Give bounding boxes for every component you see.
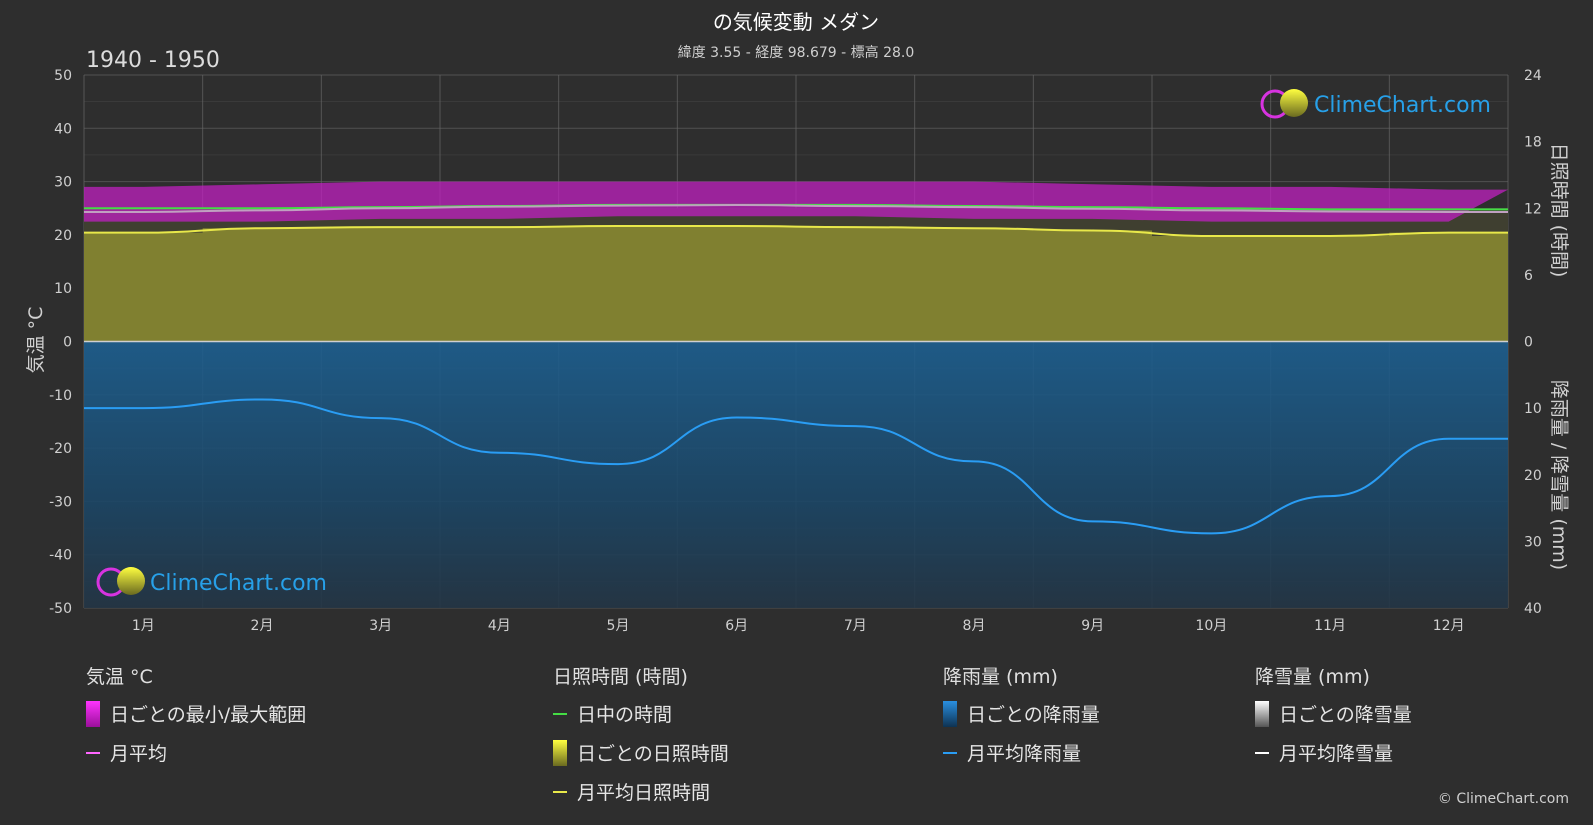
legend-rain-mean: 月平均降雨量 xyxy=(967,743,1081,765)
axis-ticks: 50 40 30 20 10 0 -10 -20 -30 -40 -50 24 18 12 6 0 10 20 30… xyxy=(49,68,1542,634)
right-sunshine-tick-label: 12 xyxy=(1524,201,1542,217)
legend: 気温 °C 日ごとの最小/最大範囲 月平均 日照時間 (時間) 日中の時間 日ご… xyxy=(86,666,1412,804)
month-tick-label: 7月 xyxy=(844,618,867,634)
left-tick-label: -30 xyxy=(49,494,72,510)
month-tick-label: 9月 xyxy=(1081,618,1104,634)
month-tick-label: 5月 xyxy=(607,618,630,634)
chart-title: の気候変動 メダン xyxy=(713,10,879,34)
right-precip-tick-label: 20 xyxy=(1524,468,1542,484)
legend-snow-daily: 日ごとの降雪量 xyxy=(1279,704,1412,726)
temp-mean-line xyxy=(84,204,1508,213)
right-sunshine-tick-label: 6 xyxy=(1524,268,1533,284)
rain-mean-line xyxy=(83,398,1508,535)
sunshine-mean-line xyxy=(84,225,1508,238)
temp-range-band xyxy=(84,181,1508,222)
left-tick-label: -50 xyxy=(49,601,72,617)
left-tick-label: 50 xyxy=(54,68,72,84)
brand-logo-top[interactable]: ClimeChart.com xyxy=(1260,89,1491,119)
logo-sun-icon xyxy=(117,567,145,595)
legend-snow-mean: 月平均降雪量 xyxy=(1279,743,1393,765)
right-sunshine-tick-label: 18 xyxy=(1524,135,1542,151)
right-precip-tick-label: 40 xyxy=(1524,601,1542,617)
legend-snow-swatch xyxy=(1255,701,1269,727)
left-tick-label: 40 xyxy=(54,121,72,137)
legend-snow-head: 降雪量 (mm) xyxy=(1255,666,1370,688)
left-tick-label: 0 xyxy=(63,335,72,351)
left-axis-title: 気温 °C xyxy=(25,307,47,374)
right-sunshine-tick-label: 0 xyxy=(1524,335,1533,351)
copyright[interactable]: © ClimeChart.com xyxy=(1438,791,1569,807)
legend-rain-swatch xyxy=(943,701,957,727)
legend-sun-head: 日照時間 (時間) xyxy=(553,666,688,688)
month-tick-label: 10月 xyxy=(1195,618,1227,634)
legend-sunshine-swatch xyxy=(553,740,567,766)
legend-temp-mean: 月平均 xyxy=(110,743,167,765)
legend-rain-head: 降雨量 (mm) xyxy=(943,666,1058,688)
month-tick-label: 1月 xyxy=(132,618,155,634)
month-tick-label: 12月 xyxy=(1433,618,1465,634)
right-axis-title-sunshine: 日照時間 (時間) xyxy=(1548,143,1570,278)
right-precip-tick-label: 10 xyxy=(1524,401,1542,417)
legend-sunshine-daily: 日ごとの日照時間 xyxy=(577,743,729,765)
right-axis-title-precip: 降雨量 / 降雪量 (mm) xyxy=(1548,380,1570,570)
left-tick-label: 10 xyxy=(54,281,72,297)
legend-sunshine-mean: 月平均日照時間 xyxy=(577,782,710,804)
month-tick-label: 4月 xyxy=(488,618,511,634)
sunshine-daily-area xyxy=(84,226,1508,342)
left-tick-label: -20 xyxy=(49,441,72,457)
right-precip-tick-label: 30 xyxy=(1524,534,1542,550)
period-label: 1940 - 1950 xyxy=(86,48,220,73)
brand-name-bottom: ClimeChart.com xyxy=(150,571,327,596)
legend-temp-range-swatch xyxy=(86,701,100,727)
left-tick-label: -10 xyxy=(49,388,72,404)
month-tick-label: 11月 xyxy=(1314,618,1346,634)
legend-daylight: 日中の時間 xyxy=(577,704,672,726)
month-tick-label: 8月 xyxy=(963,618,986,634)
month-tick-label: 2月 xyxy=(251,618,274,634)
brand-name-top: ClimeChart.com xyxy=(1314,93,1491,118)
left-tick-label: 20 xyxy=(54,228,72,244)
chart-subtitle: 緯度 3.55 - 経度 98.679 - 標高 28.0 xyxy=(678,44,915,61)
left-tick-label: 30 xyxy=(54,175,72,191)
right-sunshine-tick-label: 24 xyxy=(1524,68,1542,84)
month-tick-label: 6月 xyxy=(725,618,748,634)
month-tick-label: 3月 xyxy=(369,618,392,634)
series-layer xyxy=(83,181,1508,608)
logo-sun-icon xyxy=(1280,89,1308,117)
rain-daily-area xyxy=(84,341,1508,608)
brand-logo-bottom[interactable]: ClimeChart.com xyxy=(96,567,327,597)
left-tick-label: -40 xyxy=(49,548,72,564)
legend-temp-head: 気温 °C xyxy=(86,666,153,688)
legend-temp-range: 日ごとの最小/最大範囲 xyxy=(110,704,306,726)
legend-rain-daily: 日ごとの降雨量 xyxy=(967,704,1100,726)
